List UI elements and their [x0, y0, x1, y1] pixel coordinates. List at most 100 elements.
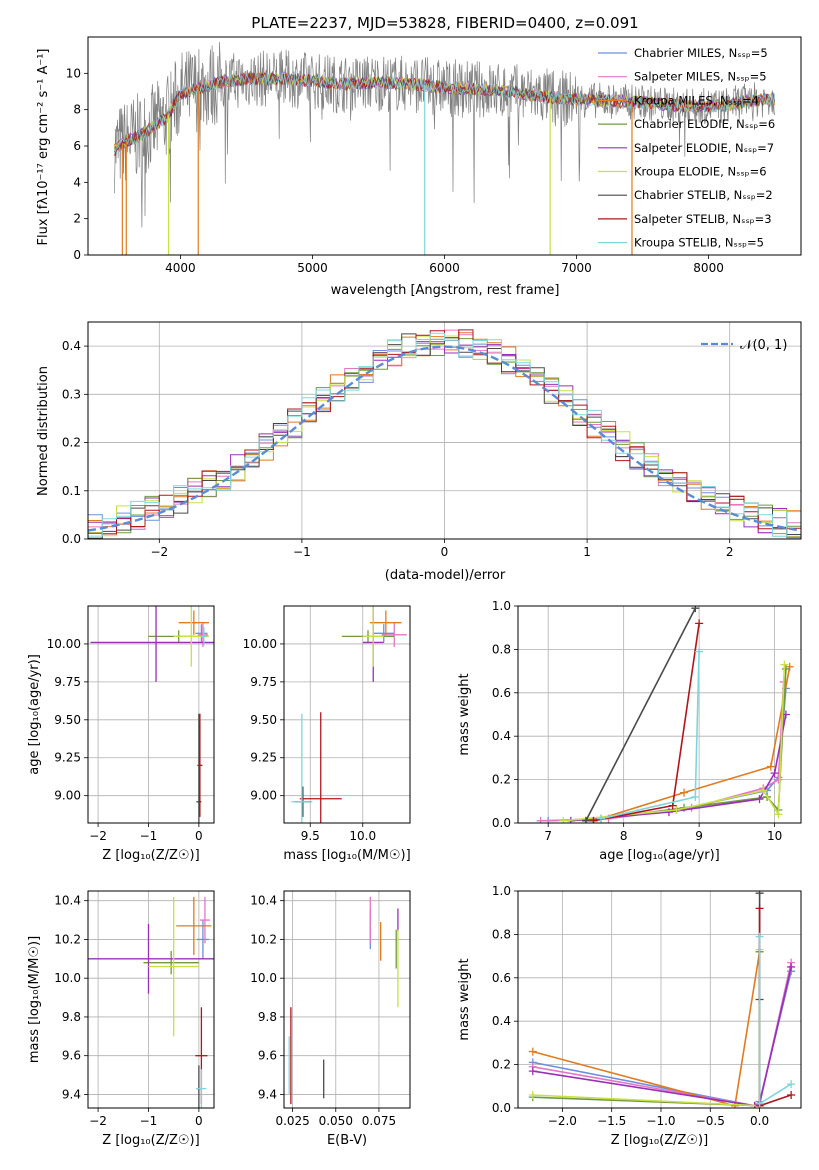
residuals-xtick-label: 0 — [441, 545, 449, 559]
age_vs_Z-points — [90, 606, 214, 823]
mass_vs_EBV-ytick-label: 9.4 — [258, 1087, 277, 1101]
spectrum-xtick-label: 6000 — [429, 261, 460, 275]
weight_vs_age-marker — [774, 810, 783, 819]
age-vs-mass-panel: 9.5 10.0 9.00 9.25 9.50 9.75 10.00 mass [log₁₀(… — [243, 605, 411, 863]
mass_vs_Z-ytick-label: 9.8 — [62, 1010, 81, 1024]
weight-vs-age-panel: 7 8 9 10 0.0 0.2 0.4 0.6 0.8 1.0 age [log₁₀(age/yr… — [457, 599, 802, 863]
age_vs_mass-ytick-label: 9.00 — [250, 789, 277, 803]
weight_vs_age-xtick-label: 8 — [620, 829, 628, 843]
spectrum-legend-label: Salpeter STELIB, Nₛₛₚ=3 — [634, 212, 772, 226]
age_vs_Z-xlabel: Z [log₁₀(Z/Z☉)] — [102, 848, 199, 863]
spectrum-legend-label: Chabrier STELIB, Nₛₛₚ=2 — [634, 188, 773, 202]
weight_vs_age-ytick-label: 0.6 — [492, 686, 511, 700]
weight_vs_age-marker — [691, 606, 700, 613]
weight_vs_age-marker — [695, 619, 704, 628]
weight_vs_Z-marker — [528, 1047, 537, 1056]
spectrum-model-chabrier-stelib — [113, 72, 776, 157]
weight_vs_age-frame — [517, 605, 802, 824]
age_vs_Z-ylabel: age [log₁₀(age/yr)] — [27, 654, 42, 775]
weight_vs_Z-ytick-label: 0.2 — [492, 1058, 511, 1072]
mass_vs_Z-ytick-label: 9.6 — [62, 1049, 81, 1063]
mass_vs_Z-xlabel: Z [log₁₀(Z/Z☉)] — [102, 1133, 199, 1148]
weight_vs_age-marker — [781, 664, 790, 673]
residuals-ytick-label: 0.1 — [62, 484, 81, 498]
weight_vs_age-lines — [536, 606, 794, 823]
weight_vs_Z-ytick-label: 0.8 — [492, 927, 511, 941]
mass_vs_Z-ytick-label: 10.4 — [54, 894, 81, 908]
normal-curve — [88, 345, 801, 532]
spectrum-plot-area: 4000 5000 6000 7000 8000 0 2 4 6 8 10 — [66, 36, 802, 275]
mass_vs_Z-ytick-label: 9.4 — [62, 1087, 81, 1101]
weight-vs-metallicity-panel: −2.0 −1.5 −1.0 −0.5 0.0 0.0 0.2 0.4 0.6 0.8 1.0 Z [… — [457, 884, 802, 1148]
mass_vs_EBV-ytick-label: 9.6 — [258, 1049, 277, 1063]
normal-legend-label: 𝒩(0, 1) — [740, 338, 787, 353]
weight_vs_Z-xtick-label: −0.5 — [696, 1114, 725, 1128]
weight_vs_Z-marker — [755, 891, 764, 898]
age_vs_mass-xtick-label: 10.0 — [349, 829, 376, 843]
mass_vs_Z-xtick-label: −1 — [140, 1114, 158, 1128]
weight_vs_age-marker — [691, 792, 700, 801]
weight_vs_age-ytick-label: 0.2 — [492, 773, 511, 787]
weight_vs_Z-marker — [528, 1090, 537, 1099]
residuals-xtick-label: −1 — [293, 545, 311, 559]
spectrum-xtick-label: 4000 — [165, 261, 196, 275]
age_vs_Z-ytick-label: 9.50 — [54, 713, 81, 727]
spectrum-lines — [113, 41, 776, 255]
weight_vs_age-series-chabrier-stelib — [585, 607, 697, 822]
age_vs_mass-frame — [283, 605, 411, 824]
age_vs_mass-ytick-label: 9.50 — [250, 713, 277, 727]
weight_vs_Z-marker — [755, 932, 764, 941]
residuals-xtick-label: 1 — [583, 545, 591, 559]
mass_vs_EBV-xlabel: E(B-V) — [327, 1133, 367, 1148]
age_vs_Z-ytick-label: 9.00 — [54, 789, 81, 803]
age_vs_mass-xtick-label: 9.5 — [301, 829, 320, 843]
residuals-legend: 𝒩(0, 1) — [701, 338, 787, 353]
residuals-ylabel: Normed distribution — [36, 366, 51, 496]
weight_vs_age-marker — [536, 816, 545, 823]
age_vs_Z-xtick-label: −2 — [89, 829, 107, 843]
spectrum-legend-label: Kroupa ELODIE, Nₛₛₚ=6 — [634, 165, 767, 179]
weight_vs_age-xtick-label: 7 — [544, 829, 552, 843]
age_vs_Z-ytick-label: 9.25 — [54, 751, 81, 765]
spectrum-ytick-label: 8 — [73, 103, 81, 117]
weight_vs_Z-ytick-label: 0.0 — [492, 1101, 511, 1115]
weight_vs_Z-ytick-label: 1.0 — [492, 884, 511, 898]
spectrum-xtick-label: 5000 — [297, 261, 328, 275]
age_vs_mass-ytick-label: 9.25 — [250, 751, 277, 765]
mass_vs_Z-ylabel: mass [log₁₀(M/M☉)] — [27, 936, 42, 1063]
mass_vs_EBV-ytick-label: 10.0 — [250, 971, 277, 985]
weight_vs_age-xtick-label: 9 — [695, 829, 703, 843]
weight_vs_age-xtick-label: 10 — [767, 829, 782, 843]
weight_vs_Z-series-salpeter-miles — [532, 962, 792, 1107]
mass_vs_EBV-points — [288, 896, 399, 1105]
residuals-panel: −2 −1 0 1 2 0.0 0.1 0.2 0.3 0.4 (data-model)/erro… — [36, 321, 802, 583]
weight_vs_age-ylabel: mass weight — [457, 673, 472, 755]
weight_vs_Z-xlabel: Z [log₁₀(Z/Z☉)] — [611, 1133, 708, 1148]
residuals-ytick-label: 0.4 — [62, 339, 81, 353]
weight_vs_Z-series-kroupa-miles — [532, 951, 761, 1107]
residuals-xtick-label: 2 — [726, 545, 734, 559]
weight_vs_Z-ytick-label: 0.4 — [492, 1014, 511, 1028]
weight_vs_Z-xtick-label: −1.0 — [646, 1114, 675, 1128]
weight_vs_Z-ytick-label: 0.6 — [492, 971, 511, 985]
weight_vs_Z-marker — [787, 1080, 796, 1089]
weight_vs_age-ytick-label: 0.4 — [492, 729, 511, 743]
weight_vs_age-marker — [672, 805, 681, 814]
residuals-xtick-label: −2 — [150, 545, 168, 559]
weight_vs_age-ytick-label: 1.0 — [492, 599, 511, 613]
spectrum-ytick-label: 4 — [73, 175, 81, 189]
weight_vs_Z-xtick-label: 0.0 — [750, 1114, 769, 1128]
residuals-ytick-label: 0.0 — [62, 532, 81, 546]
mass_vs_Z-points — [88, 896, 214, 1108]
spectrum-legend-label: Kroupa STELIB, Nₛₛₚ=5 — [634, 236, 764, 250]
residuals-xlabel: (data-model)/error — [385, 568, 506, 583]
spectrum-legend-label: Salpeter MILES, Nₛₛₚ=5 — [634, 70, 767, 84]
mass_vs_Z-frame — [87, 890, 215, 1109]
age_vs_Z-frame — [87, 605, 215, 824]
weight_vs_Z-marker — [755, 1099, 764, 1108]
residuals-bars — [88, 329, 801, 539]
weight_vs_age-marker — [781, 710, 790, 719]
mass_vs_Z-ytick-label: 10.0 — [54, 971, 81, 985]
mass_vs_EBV-xtick-label: 0.025 — [275, 1114, 309, 1128]
